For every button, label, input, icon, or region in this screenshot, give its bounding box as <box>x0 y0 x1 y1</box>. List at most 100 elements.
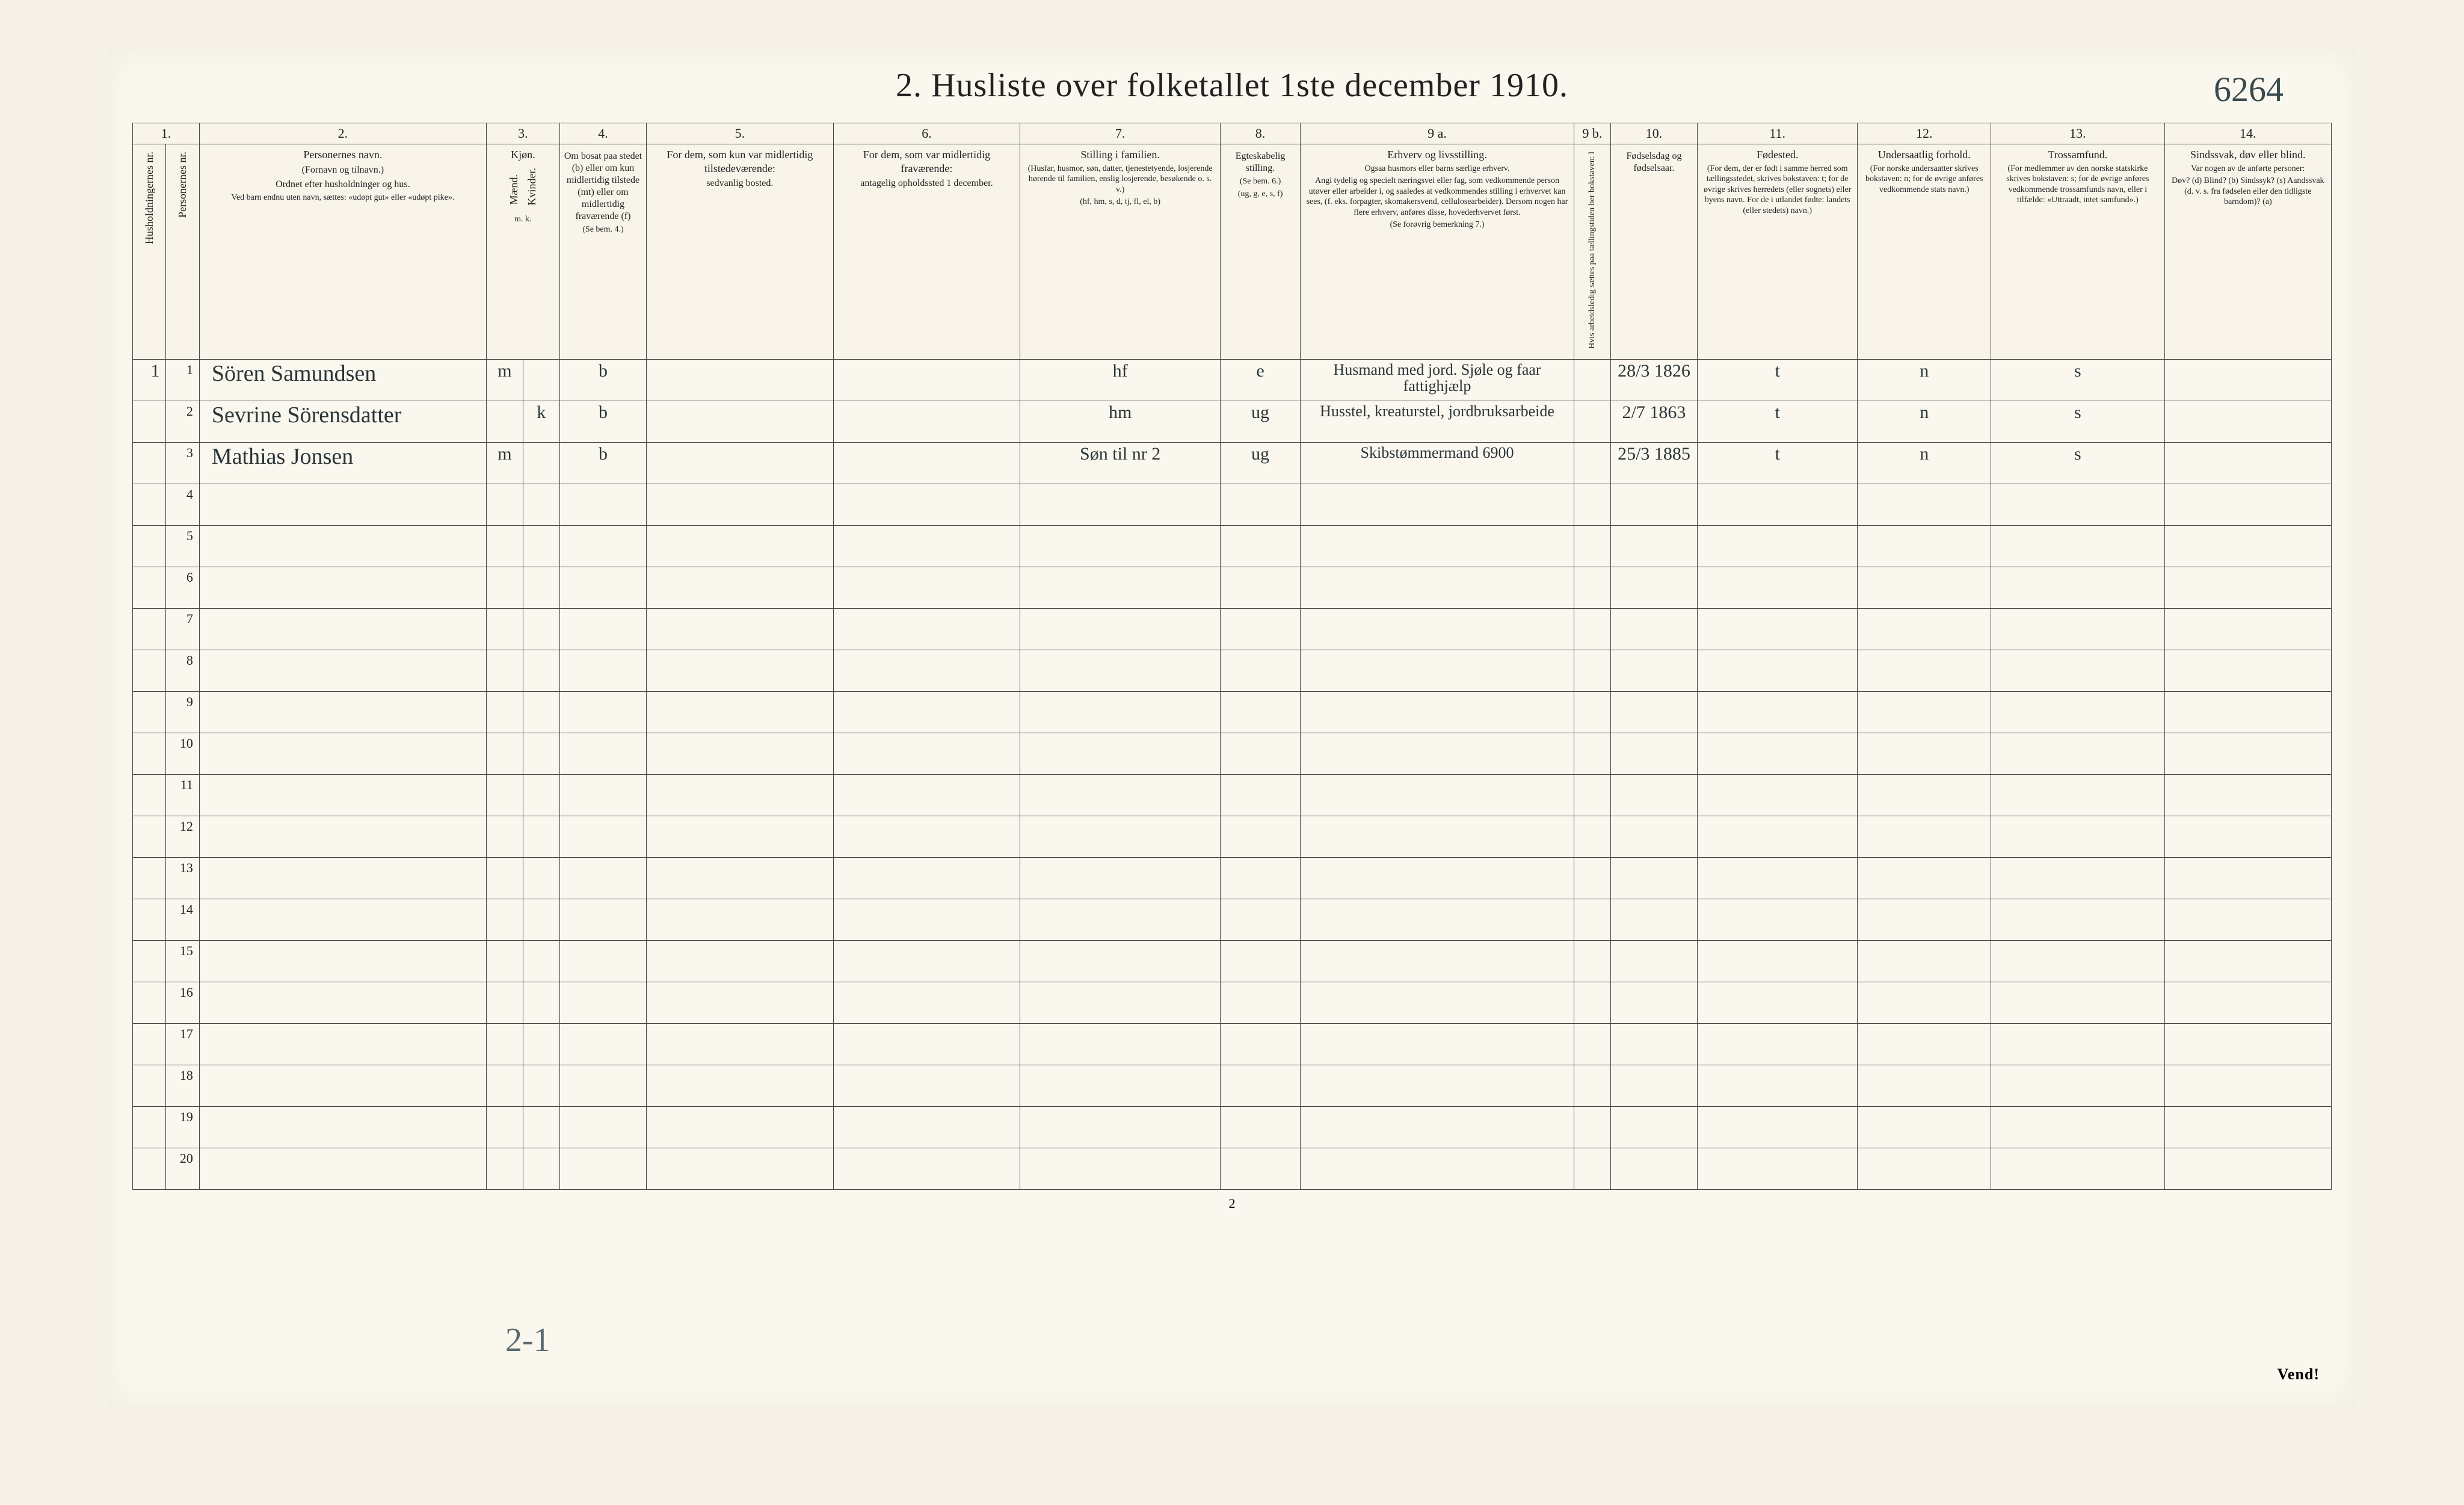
cell-person-nr: 7 <box>166 609 199 650</box>
cell-sex-m <box>486 401 523 443</box>
cell-religion <box>1991 1065 2164 1107</box>
cell-unemployed <box>1574 567 1610 609</box>
cell-temp-present <box>647 360 834 401</box>
cell-unemployed <box>1574 526 1610 567</box>
cell-sex-m <box>486 733 523 775</box>
cell-disability <box>2164 1065 2331 1107</box>
cell-birthplace <box>1698 692 1858 733</box>
cell-nationality <box>1858 816 1991 858</box>
page-number: 2 <box>132 1196 2332 1211</box>
cell-occupation <box>1301 733 1574 775</box>
cell-household-nr <box>133 775 166 816</box>
cell-marital <box>1221 1065 1301 1107</box>
cell-disability <box>2164 816 2331 858</box>
table-row: 18 <box>133 1065 2332 1107</box>
cell-birthdate <box>1610 1148 1697 1190</box>
turn-page-label: Vend! <box>2277 1365 2320 1383</box>
cell-nationality <box>1858 609 1991 650</box>
colnum-9b: 9 b. <box>1574 123 1610 144</box>
cell-nationality <box>1858 733 1991 775</box>
cell-marital <box>1221 733 1301 775</box>
cell-marital <box>1221 526 1301 567</box>
header-marital-status: Egteskabelig stilling. (Se bem. 6.) (ug,… <box>1221 144 1301 360</box>
cell-family-position: hm <box>1020 401 1221 443</box>
cell-temp-absent <box>833 733 1020 775</box>
cell-birthplace <box>1698 941 1858 982</box>
colnum-7: 7. <box>1020 123 1221 144</box>
cell-sex-k <box>523 1107 559 1148</box>
cell-sex-m <box>486 609 523 650</box>
cell-nationality <box>1858 526 1991 567</box>
cell-religion <box>1991 567 2164 609</box>
cell-residence <box>559 1107 646 1148</box>
cell-name <box>199 1024 486 1065</box>
header-household-nr: Husholdningernes nr. <box>133 144 166 360</box>
cell-temp-absent <box>833 567 1020 609</box>
cell-temp-present <box>647 609 834 650</box>
cell-residence <box>559 567 646 609</box>
cell-family-position <box>1020 775 1221 816</box>
cell-disability <box>2164 941 2331 982</box>
cell-person-nr: 16 <box>166 982 199 1024</box>
cell-temp-absent <box>833 858 1020 899</box>
cell-household-nr <box>133 899 166 941</box>
cell-marital <box>1221 650 1301 692</box>
cell-unemployed <box>1574 609 1610 650</box>
cell-family-position <box>1020 1148 1221 1190</box>
cell-sex-k <box>523 982 559 1024</box>
cell-unemployed <box>1574 443 1610 484</box>
cell-religion <box>1991 1024 2164 1065</box>
column-header-row: Husholdningernes nr. Personernes nr. Per… <box>133 144 2332 360</box>
cell-person-nr: 6 <box>166 567 199 609</box>
cell-household-nr <box>133 692 166 733</box>
cell-family-position <box>1020 1024 1221 1065</box>
cell-occupation <box>1301 775 1574 816</box>
cell-birthdate: 2/7 1863 <box>1610 401 1697 443</box>
cell-temp-absent <box>833 1107 1020 1148</box>
cell-name: Sevrine Sörensdatter <box>199 401 486 443</box>
cell-person-nr: 9 <box>166 692 199 733</box>
colnum-8: 8. <box>1221 123 1301 144</box>
header-name: Personernes navn. (Fornavn og tilnavn.) … <box>199 144 486 360</box>
cell-name <box>199 775 486 816</box>
cell-unemployed <box>1574 1107 1610 1148</box>
colnum-6: 6. <box>833 123 1020 144</box>
cell-family-position <box>1020 692 1221 733</box>
cell-sex-m <box>486 899 523 941</box>
cell-birthplace <box>1698 899 1858 941</box>
cell-household-nr <box>133 733 166 775</box>
cell-religion <box>1991 858 2164 899</box>
cell-religion: s <box>1991 401 2164 443</box>
cell-unemployed <box>1574 941 1610 982</box>
cell-birthplace <box>1698 526 1858 567</box>
cell-disability <box>2164 484 2331 526</box>
header-family-position: Stilling i familien. (Husfar, husmor, sø… <box>1020 144 1221 360</box>
cell-marital <box>1221 816 1301 858</box>
cell-occupation <box>1301 1065 1574 1107</box>
cell-birthdate <box>1610 650 1697 692</box>
table-row: 10 <box>133 733 2332 775</box>
cell-birthdate <box>1610 484 1697 526</box>
cell-sex-m <box>486 526 523 567</box>
cell-marital <box>1221 1024 1301 1065</box>
table-row: 12 <box>133 816 2332 858</box>
cell-occupation <box>1301 816 1574 858</box>
cell-birthdate <box>1610 775 1697 816</box>
cell-person-nr: 20 <box>166 1148 199 1190</box>
cell-person-nr: 10 <box>166 733 199 775</box>
cell-birthdate <box>1610 733 1697 775</box>
cell-marital <box>1221 692 1301 733</box>
cell-birthplace <box>1698 982 1858 1024</box>
cell-birthplace <box>1698 650 1858 692</box>
cell-person-nr: 13 <box>166 858 199 899</box>
colnum-2: 2. <box>199 123 486 144</box>
cell-person-nr: 8 <box>166 650 199 692</box>
header-temp-present: For dem, som kun var midlertidig tilsted… <box>647 144 834 360</box>
cell-nationality <box>1858 775 1991 816</box>
cell-disability <box>2164 858 2331 899</box>
header-person-nr: Personernes nr. <box>166 144 199 360</box>
cell-name <box>199 526 486 567</box>
page-title: 2. Husliste over folketallet 1ste decemb… <box>132 66 2332 105</box>
cell-name <box>199 899 486 941</box>
cell-birthdate <box>1610 858 1697 899</box>
